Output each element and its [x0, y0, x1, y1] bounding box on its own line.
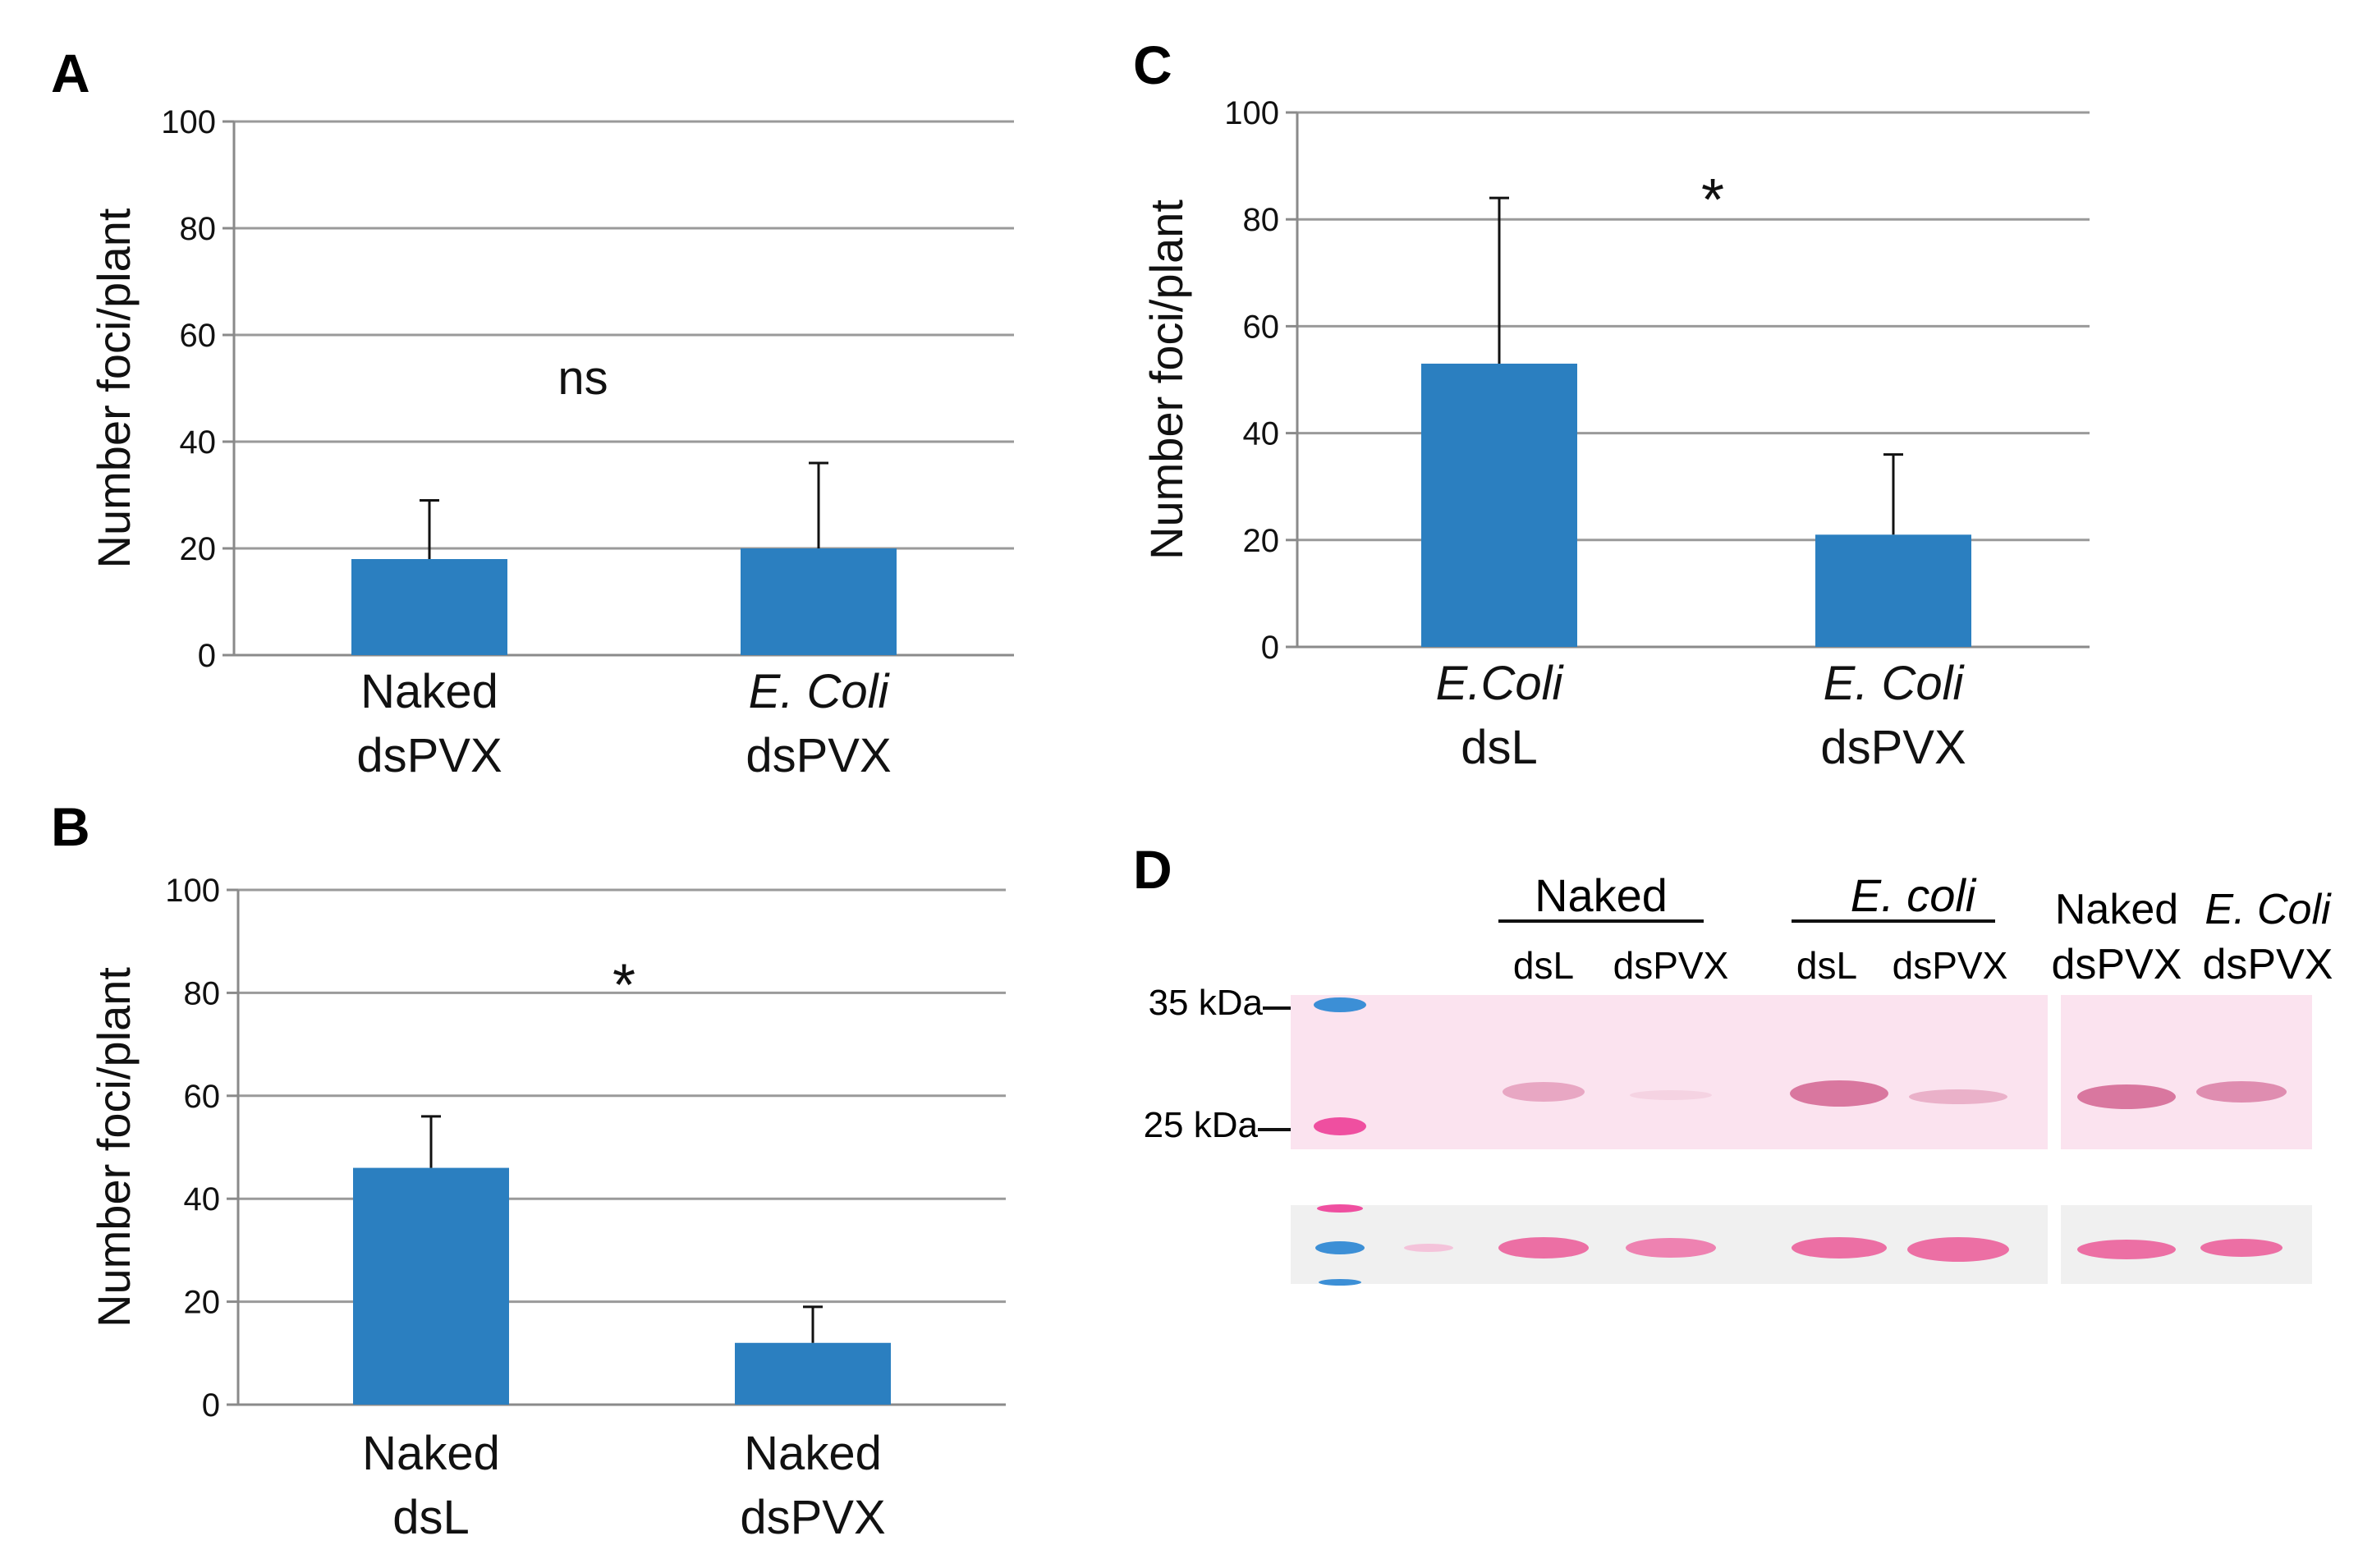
- blot-band: [1790, 1080, 1888, 1107]
- x-category-label: Naked: [744, 1427, 882, 1480]
- x-category-label: E. Coli: [749, 665, 891, 718]
- x-category-label: dsPVX: [746, 729, 891, 782]
- blot-lane-label: dsL: [1513, 944, 1574, 987]
- loading-ladder-band: [1315, 1241, 1365, 1254]
- y-tick-label: 100: [165, 873, 220, 909]
- blot-band: [2196, 1081, 2287, 1103]
- y-tick-label: 0: [202, 1387, 220, 1424]
- chart-panel-a: 0 20 40 60 80 100 Number foci/plant Naked dsPVX E…: [88, 104, 1014, 782]
- bar: [351, 559, 507, 655]
- blot-band: [1909, 1089, 2007, 1104]
- panel-label-a: A: [51, 43, 90, 103]
- loading-band: [1404, 1244, 1453, 1252]
- y-tick-label: 80: [180, 211, 217, 247]
- panel-label-b: B: [51, 796, 90, 857]
- bar: [353, 1167, 509, 1405]
- blot-lane-label: dsPVX: [1893, 944, 2008, 987]
- x-category-label: dsL: [1461, 721, 1538, 774]
- loading-ladder-band: [1319, 1279, 1361, 1286]
- x-category-label: Naked: [360, 665, 498, 718]
- loading-band: [1498, 1237, 1589, 1259]
- significance-annotation: *: [1701, 167, 1724, 233]
- y-tick-label: 0: [1261, 630, 1279, 666]
- blot-extra-line1: E. Coli: [2205, 886, 2332, 933]
- marker-35-kda-label: 35 kDa: [1149, 983, 1264, 1023]
- bar: [1421, 363, 1577, 647]
- y-tick-label: 20: [1243, 523, 1280, 559]
- y-tick-label: 80: [184, 975, 221, 1011]
- x-category-label: dsPVX: [740, 1491, 885, 1544]
- loading-ladder-band: [1317, 1204, 1363, 1213]
- y-axis-label: Number foci/plant: [88, 967, 140, 1327]
- y-tick-label: 0: [198, 638, 216, 674]
- loading-band: [1907, 1237, 2009, 1262]
- y-tick-label: 40: [1243, 416, 1280, 452]
- y-tick-label: 20: [184, 1285, 221, 1321]
- blot-group-ecoli-label: E. coli: [1851, 869, 1977, 921]
- y-tick-label: 40: [184, 1181, 221, 1217]
- panel-label-d: D: [1133, 839, 1172, 900]
- y-tick-label: 40: [180, 424, 217, 461]
- y-tick-label: 100: [1224, 95, 1279, 131]
- y-tick-label: 60: [180, 318, 217, 354]
- blot-extra-lane-label: dsPVX: [2052, 941, 2182, 988]
- ladder-band-35-kda: [1314, 997, 1366, 1012]
- loading-band: [1626, 1238, 1716, 1258]
- loading-band: [2200, 1239, 2283, 1257]
- blot-extra-lane-label: dsPVX: [2203, 941, 2333, 988]
- significance-annotation: *: [612, 952, 635, 1018]
- y-tick-label: 80: [1243, 202, 1280, 238]
- x-category-label: dsPVX: [1820, 721, 1966, 774]
- marker-25-kda-label: 25 kDa: [1144, 1105, 1259, 1145]
- blot-group-naked-label: Naked: [1535, 869, 1668, 921]
- y-tick-label: 20: [180, 531, 217, 567]
- x-category-label: dsPVX: [356, 729, 502, 782]
- western-blot-panel: Naked E. coli dsL dsPVX dsL dsPVX Naked …: [1144, 869, 2333, 1286]
- y-axis-label: Number foci/plant: [88, 208, 140, 568]
- bar: [741, 548, 897, 655]
- blot-band: [1503, 1082, 1585, 1102]
- y-tick-label: 60: [184, 1079, 221, 1115]
- bar: [1815, 534, 1971, 647]
- loading-band: [2077, 1240, 2176, 1259]
- significance-annotation: ns: [557, 351, 608, 405]
- y-tick-label: 100: [161, 104, 216, 140]
- blot-lane-label: dsL: [1796, 944, 1857, 987]
- blot-band: [2077, 1084, 2176, 1109]
- blot-band: [1630, 1090, 1712, 1100]
- chart-panel-b: 0 20 40 60 80 100 Number foci/plant Naked dsL Nak…: [88, 873, 1006, 1544]
- x-category-label: E.Coli: [1436, 657, 1565, 710]
- blot-extra-line1: Naked: [2055, 886, 2178, 933]
- x-category-label: Naked: [362, 1427, 500, 1480]
- ladder-band-25-kda: [1314, 1117, 1366, 1135]
- x-category-label: E. Coli: [1824, 657, 1966, 710]
- blot-membrane-main: [1291, 995, 2048, 1149]
- x-category-label: dsL: [392, 1491, 470, 1544]
- panel-label-c: C: [1133, 34, 1172, 95]
- loading-band: [1792, 1237, 1887, 1259]
- bar: [735, 1342, 891, 1405]
- chart-panel-c: 0 20 40 60 80 100 Number foci/plant E.Coli dsL E.…: [1140, 95, 2090, 774]
- y-axis-label: Number foci/plant: [1140, 199, 1192, 560]
- blot-membrane-extra: [2061, 995, 2312, 1149]
- y-tick-label: 60: [1243, 309, 1280, 345]
- blot-lane-label: dsPVX: [1613, 944, 1729, 987]
